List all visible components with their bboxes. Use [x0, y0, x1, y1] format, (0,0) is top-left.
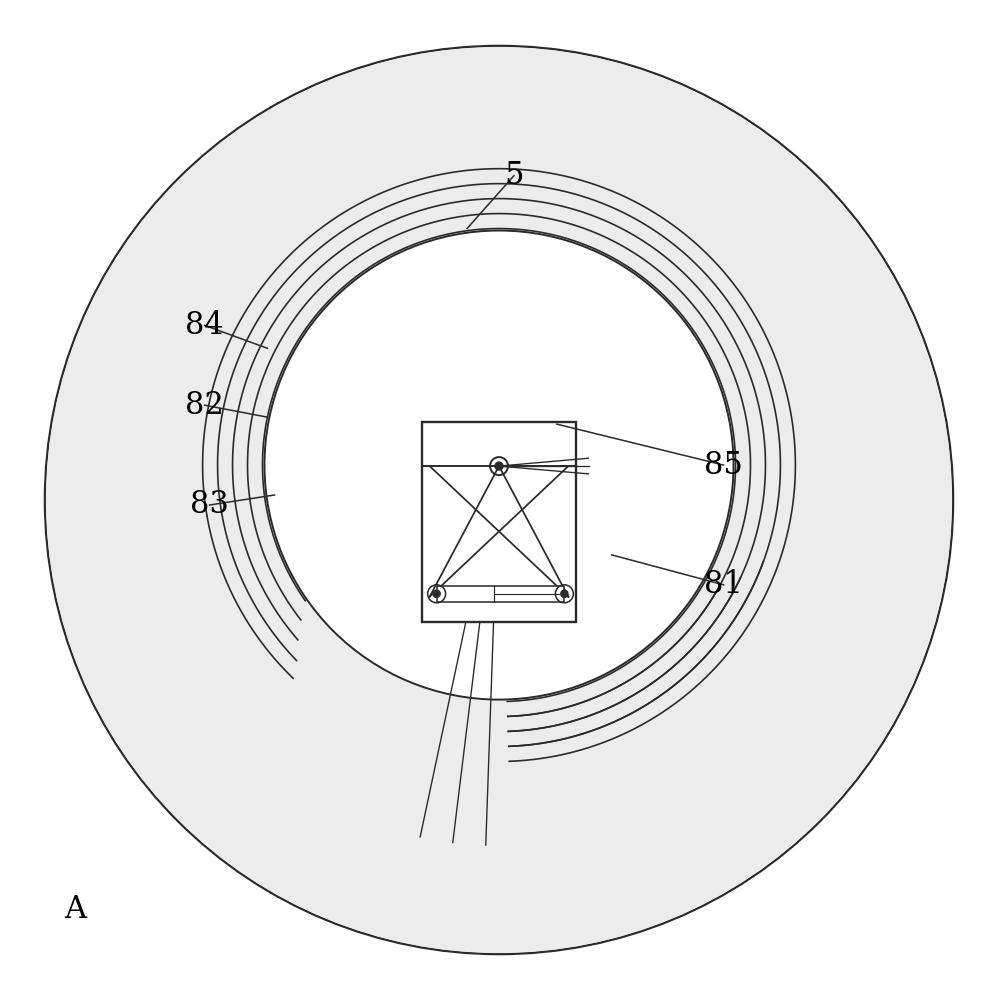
Text: 85: 85: [705, 450, 743, 481]
Circle shape: [46, 47, 952, 953]
Circle shape: [45, 46, 953, 954]
Circle shape: [561, 590, 568, 597]
Text: A: A: [64, 894, 86, 925]
Circle shape: [264, 231, 734, 700]
Circle shape: [495, 462, 503, 470]
Text: 5: 5: [504, 160, 524, 191]
Bar: [421, 422, 577, 622]
Circle shape: [433, 590, 440, 597]
Text: 83: 83: [191, 489, 229, 520]
Text: 81: 81: [705, 569, 743, 600]
Text: 84: 84: [186, 310, 224, 341]
Text: 82: 82: [186, 390, 224, 421]
Bar: [436, 586, 565, 602]
